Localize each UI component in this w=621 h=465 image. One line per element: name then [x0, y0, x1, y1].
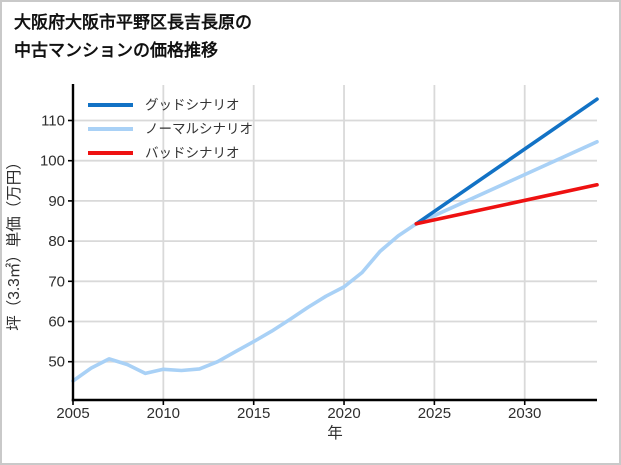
series-line-good: [414, 97, 599, 226]
x-tick-label: 2025: [418, 405, 451, 422]
series-line-bad: [414, 183, 599, 226]
y-tick-label: 50: [48, 354, 65, 371]
y-tick-label: 90: [48, 193, 65, 210]
legend-label-good: グッドシナリオ: [145, 98, 240, 113]
x-tick-label: 2015: [237, 405, 270, 422]
x-axis-title: 年: [327, 424, 343, 442]
x-tick-label: 2030: [508, 405, 541, 422]
legend-label-bad: バッドシナリオ: [145, 146, 240, 161]
x-tick-label: 2010: [147, 405, 180, 422]
series-line-normal: [71, 140, 599, 383]
chart-title-line2: 中古マンションの価格推移: [14, 40, 218, 60]
chart-title-line1: 大阪府大阪市平野区長吉長原の: [14, 13, 252, 32]
y-tick-label: 70: [48, 273, 65, 290]
legend-label-normal: ノーマルシナリオ: [145, 122, 253, 137]
chart-title: 大阪府大阪市平野区長吉長原の 中古マンションの価格推移: [14, 9, 252, 64]
y-tick-label: 80: [48, 233, 65, 250]
y-tick-label: 60: [48, 314, 65, 331]
y-tick-label: 100: [40, 153, 65, 170]
y-tick-label: 110: [41, 113, 65, 130]
x-tick-label: 2020: [327, 405, 360, 422]
x-tick-label: 2005: [56, 405, 89, 422]
y-axis-title: 坪（3.3㎡）単価（万円）: [5, 154, 23, 331]
